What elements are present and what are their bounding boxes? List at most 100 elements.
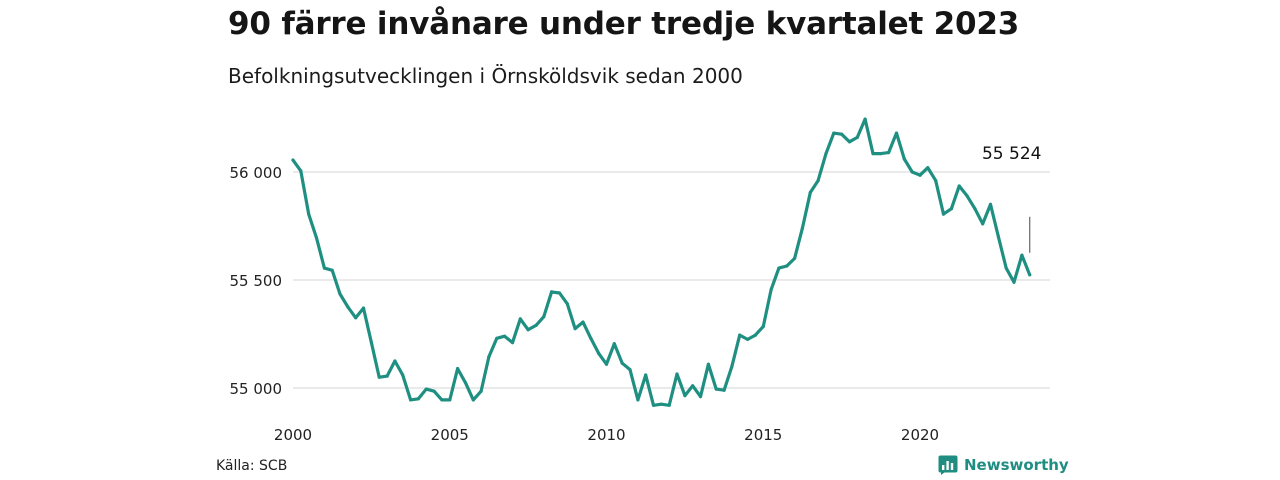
y-axis-labels: 55 000 55 500 56 000: [230, 164, 283, 398]
data-point: [377, 375, 381, 379]
data-point: [479, 389, 483, 393]
data-point: [706, 362, 711, 366]
data-point: [346, 305, 350, 309]
data-point: [988, 202, 993, 206]
data-point: [338, 292, 342, 296]
data-point: [456, 367, 460, 371]
y-tick-label: 55 500: [230, 272, 283, 290]
data-point: [667, 403, 671, 407]
data-point: [565, 302, 569, 306]
data-point: [612, 342, 616, 346]
data-point: [651, 403, 656, 407]
data-point: [495, 336, 499, 340]
data-point: [424, 387, 428, 391]
newsworthy-icon: [938, 455, 958, 475]
data-point: [401, 373, 405, 377]
data-point: [996, 235, 1001, 239]
data-point: [471, 398, 475, 402]
chart-subtitle: Befolkningsutvecklingen i Örnsköldsvik s…: [228, 64, 743, 88]
data-point: [291, 158, 295, 162]
data-point: [761, 324, 765, 328]
data-point: [722, 388, 726, 392]
data-point: [957, 184, 961, 188]
data-points: [291, 117, 1032, 407]
data-point: [589, 336, 593, 340]
data-point: [448, 398, 452, 402]
data-point: [973, 207, 977, 211]
data-point: [675, 372, 679, 376]
data-point: [534, 323, 538, 327]
data-point: [910, 170, 914, 174]
data-point: [746, 337, 750, 341]
data-point: [409, 398, 413, 402]
data-point: [510, 341, 515, 345]
x-tick-label: 2015: [744, 426, 782, 444]
x-axis-labels: 2000 2005 2010 2015 2020: [274, 426, 939, 444]
data-point: [691, 384, 695, 388]
data-point: [542, 315, 546, 319]
data-point: [785, 264, 789, 268]
data-point: [369, 341, 373, 345]
data-point: [644, 373, 648, 377]
data-point: [557, 291, 562, 295]
data-point: [573, 327, 577, 331]
series-line: [291, 117, 1032, 407]
data-point: [385, 374, 389, 378]
data-point: [824, 152, 828, 156]
data-point: [620, 361, 624, 365]
y-tick-label: 55 000: [230, 380, 283, 398]
data-point: [902, 157, 906, 161]
data-point: [981, 222, 985, 226]
data-point: [354, 316, 358, 320]
data-point: [550, 290, 554, 294]
data-point: [659, 402, 664, 406]
data-point: [808, 190, 812, 195]
x-tick-label: 2005: [431, 426, 469, 444]
data-point: [887, 151, 891, 155]
data-point: [879, 152, 883, 156]
data-point: [628, 368, 632, 372]
data-point: [847, 140, 852, 144]
annotation-label: 55 524: [982, 144, 1041, 164]
data-point: [1012, 280, 1016, 284]
data-point: [299, 169, 303, 173]
data-point: [393, 359, 397, 363]
data-point: [738, 333, 742, 337]
data-point: [526, 328, 530, 332]
x-tick-label: 2000: [274, 426, 312, 444]
data-point: [440, 398, 444, 402]
brand-name: Newsworthy: [964, 456, 1069, 474]
data-point: [314, 236, 319, 240]
data-point: [361, 306, 366, 310]
data-point: [330, 268, 334, 272]
data-point: [636, 398, 640, 402]
data-point: [949, 207, 954, 211]
data-point: [800, 226, 805, 230]
data-point: [518, 317, 522, 321]
data-point: [581, 320, 585, 324]
data-point: [941, 212, 946, 216]
data-point: [698, 395, 703, 399]
data-point: [926, 166, 930, 170]
x-tick-label: 2020: [901, 426, 939, 444]
y-tick-label: 56 000: [230, 164, 283, 182]
data-point: [432, 389, 436, 393]
data-point: [463, 381, 467, 385]
data-point: [832, 131, 836, 135]
data-point: [597, 351, 601, 355]
data-point: [965, 194, 969, 198]
data-point: [793, 256, 797, 260]
data-point: [1028, 273, 1032, 277]
data-point: [855, 135, 859, 139]
data-point: [1020, 253, 1024, 257]
data-point: [307, 212, 311, 216]
data-point: [503, 334, 507, 338]
data-point: [604, 362, 609, 366]
chart-title: 90 färre invånare under tredje kvartalet…: [228, 6, 1020, 42]
data-point: [918, 173, 922, 177]
data-point: [934, 179, 938, 183]
data-point: [714, 387, 718, 391]
data-point: [416, 397, 420, 401]
data-point: [840, 132, 844, 136]
